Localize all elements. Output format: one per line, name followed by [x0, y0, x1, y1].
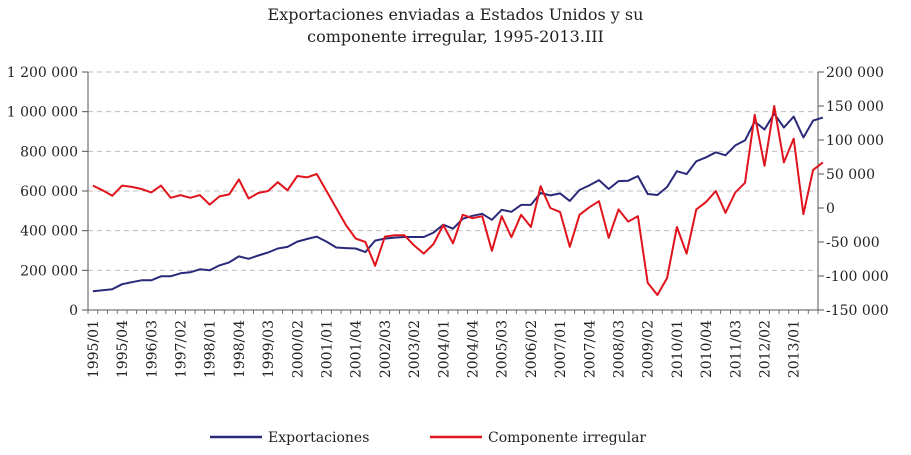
x-tick-label: 1995/01	[86, 320, 102, 378]
x-tick-label: 2006/02	[524, 320, 540, 378]
series-line-exportaciones	[92, 112, 824, 293]
x-tick-label: 2010/01	[670, 320, 686, 378]
right-tick-label: 0	[826, 201, 835, 217]
series-line-componente-irregular	[92, 105, 824, 296]
gridlines	[88, 71, 818, 271]
legend-label-exportaciones: Exportaciones	[268, 430, 369, 446]
x-tick-label: 2011/03	[728, 320, 744, 378]
right-tick-label: 200 000	[826, 65, 884, 81]
x-tick-label: 2007/04	[582, 320, 598, 378]
x-tick-label: 2010/04	[699, 320, 715, 378]
x-tick-label: 2002/03	[378, 320, 394, 378]
x-tick-label: 1996/03	[144, 320, 160, 378]
legend-label-componente-irregular: Componente irregular	[488, 430, 646, 446]
left-tick-label: 600 000	[20, 184, 78, 200]
x-tick-label: 2001/01	[319, 320, 335, 378]
left-tick-label: 400 000	[20, 224, 78, 240]
x-tick-label: 2009/02	[641, 320, 657, 378]
x-tick-label: 2008/03	[611, 320, 627, 378]
left-tick-label: 800 000	[20, 144, 78, 160]
right-axis-ticks: 200 000 150 000 100 000 50 000 0 -50 000 -100 …	[818, 65, 889, 319]
left-tick-label: 1 200 000	[7, 65, 78, 81]
x-tick-label: 1997/02	[173, 320, 189, 378]
right-tick-label: 50 000	[826, 167, 875, 183]
right-tick-label: -50 000	[826, 235, 880, 251]
x-tick-label: 2005/03	[495, 320, 511, 378]
x-tick-label: 2004/04	[465, 320, 481, 378]
right-tick-label: -100 000	[826, 269, 889, 285]
left-axis-ticks: 1 200 000 1 000 000 800 000 600 000 400 000 2…	[7, 65, 88, 319]
series-lines	[92, 105, 824, 296]
left-tick-label: 0	[69, 303, 78, 319]
right-tick-label: 100 000	[826, 133, 884, 149]
x-tick-label: 1998/04	[232, 320, 248, 378]
x-tick-label: 2001/04	[349, 320, 365, 378]
x-tick-label: 2007/01	[553, 320, 569, 378]
chart-title-line-2: componente irregular, 1995-2013.III	[307, 27, 604, 46]
x-tick-label: 2000/02	[290, 320, 306, 378]
legend: Exportaciones Componente irregular	[210, 430, 646, 446]
left-tick-label: 1 000 000	[7, 105, 78, 121]
x-tick-label: 2004/01	[436, 320, 452, 378]
chart-title-line-1: Exportaciones enviadas a Estados Unidos …	[267, 5, 644, 24]
x-tick-label: 2012/02	[757, 320, 773, 378]
x-tick-label: 1995/04	[115, 320, 131, 378]
x-axis-ticks: 1995/01 1995/04 1996/03 1997/02 1998/01 1998/…	[86, 310, 819, 378]
right-tick-label: -150 000	[826, 303, 889, 319]
x-tick-label: 1999/03	[261, 320, 277, 378]
left-tick-label: 200 000	[20, 263, 78, 279]
x-tick-label: 2003/02	[407, 320, 423, 378]
x-tick-label: 1998/01	[203, 320, 219, 378]
right-tick-label: 150 000	[826, 99, 884, 115]
x-tick-label: 2013/01	[787, 320, 803, 378]
